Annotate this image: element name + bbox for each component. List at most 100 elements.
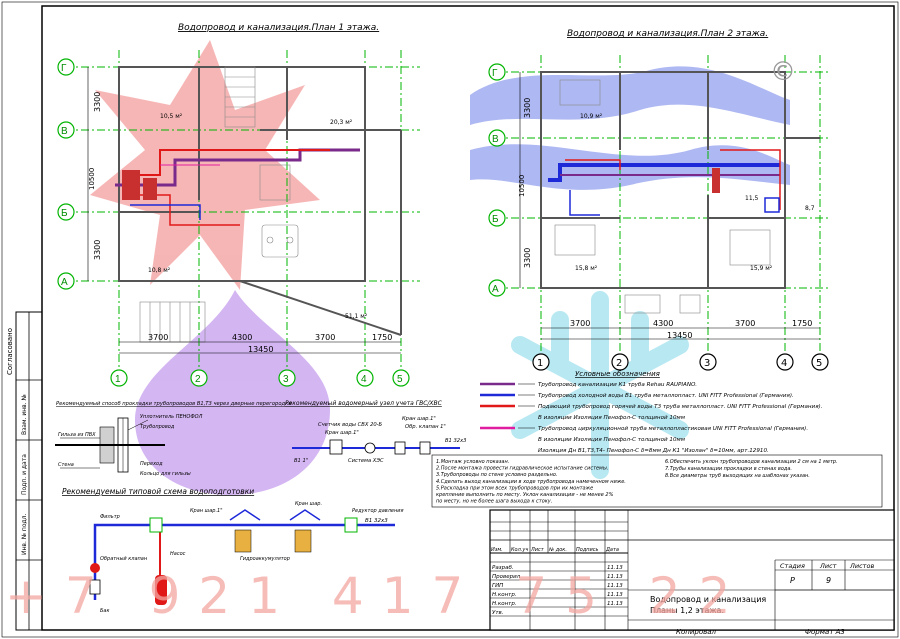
- title-block-role: Разраб.: [492, 565, 514, 571]
- room-area: 11,5: [745, 195, 759, 202]
- dim-h: 3700: [570, 319, 590, 328]
- crossing-label: Уплотнитель ПЕНОФОЛ: [140, 414, 203, 420]
- details: Рекомендуемый способ прокладки трубопров…: [55, 400, 466, 614]
- meter-label: Система ХЭС: [348, 458, 384, 464]
- crossing-detail: Гильза из ПВХ Стена Уплотнитель ПЕНОФОЛ …: [55, 414, 203, 477]
- plan1-stairs: [139, 66, 299, 343]
- title-block-header-cell: Кол.уч: [511, 547, 528, 553]
- legend-text: Подающий трубопровод горячей воды Т3 тру…: [538, 404, 823, 410]
- room-area: 10,5 м²: [160, 113, 183, 120]
- title-block-role: Утв.: [492, 610, 504, 616]
- axis-col-label: 3: [704, 358, 710, 369]
- axis-row-label: В: [61, 126, 68, 137]
- dim-v: 10500: [88, 168, 96, 190]
- scheme-label: Фильтр: [100, 514, 120, 520]
- meter-label: Обр. клапан 1": [405, 424, 446, 430]
- meter-label: Счетчик воды СВХ 20-Б: [318, 422, 383, 428]
- scheme-caption: Рекомендуемый типовой схема водоподготов…: [62, 487, 254, 496]
- left-strip-label-2: Подп. и дата: [21, 454, 28, 495]
- copyright-icon: ©: [770, 57, 796, 87]
- dim-v: 3300: [523, 248, 532, 268]
- sheet-label: Лист: [819, 562, 837, 570]
- format-label: Формат А3: [805, 628, 845, 636]
- axis-bubble: [57, 58, 75, 76]
- title-block-header-cell: Изм.: [491, 547, 503, 553]
- room-area: 20,3 м²: [330, 119, 353, 126]
- axis-col-label: 3: [283, 374, 289, 385]
- dim-h: 4300: [232, 333, 252, 342]
- plan1-col-axes: 1 2 3 4 5: [110, 369, 410, 387]
- scheme-label: Бак: [100, 608, 110, 614]
- axis-col-label: 5: [816, 358, 822, 369]
- note-line: 6.Обеспечить уклон трубопроводов канализ…: [665, 459, 838, 465]
- room-area: 10,9 м²: [580, 113, 603, 120]
- title-block-role: Проверил: [492, 574, 521, 580]
- dim-h: 1750: [372, 333, 392, 342]
- title-line-1: Водопровод и канализация: [650, 595, 766, 604]
- plan2-dims-vertical: 3300 10500 3300: [518, 72, 532, 288]
- title-line-2: Планы 1,2 этажа.: [650, 606, 724, 615]
- axis-row-label: А: [61, 277, 68, 288]
- title-block-rows: Разраб. 11.13 Проверил 11.13 ГИП 11.13 Н.контр…: [492, 565, 623, 616]
- dim-h: 1750: [792, 319, 812, 328]
- notes-frame: [431, 454, 883, 508]
- watermark-phone: +7 921 417 75 22: [5, 567, 748, 625]
- crossing-label: Трубопровод: [140, 424, 175, 430]
- legend-items: Трубопровод канализации К1 труба Rehau R…: [480, 382, 823, 454]
- axis-row-label: А: [492, 284, 499, 295]
- axis-row-label: Б: [492, 214, 499, 225]
- watermark-drop-purple: [135, 290, 330, 495]
- meter-label: В1 1": [294, 458, 308, 464]
- title-block-role: Н.контр.: [492, 601, 517, 607]
- scheme-label: Кран шар.1": [190, 508, 223, 514]
- title-block-date: 11.13: [607, 574, 623, 580]
- title-block-role: Н.контр.: [492, 592, 517, 598]
- title-block-header-cell: № док.: [548, 547, 567, 553]
- title-block-date: 11.13: [607, 601, 623, 607]
- title-block-header-cell: Подпись: [576, 547, 599, 553]
- axis-col-label: 5: [397, 374, 403, 385]
- plan2-col-axes: 1 2 3 4 5: [532, 353, 829, 371]
- plan2-furniture: [554, 79, 771, 314]
- note-line: 5.Раскладка при этом всех трубопроводов …: [436, 485, 593, 491]
- dim-total: 13450: [667, 331, 692, 340]
- legend-text: Изоляция Дн В1,Т3,Т4- Пенофол-С δ=8мм Дн…: [538, 448, 769, 454]
- axis-row-label: Г: [61, 63, 67, 74]
- copy-label: Копировал: [676, 628, 717, 636]
- scheme-label: Насос: [170, 551, 186, 557]
- watermark-wave-blue: [470, 66, 790, 125]
- crossing-label: Гильза из ПВХ: [58, 432, 96, 438]
- crossing-label: Кольцо для гильзы: [140, 471, 191, 477]
- title-block-date: 11.13: [607, 592, 623, 598]
- axis-bubble: [57, 272, 75, 290]
- scheme-label: Кран шар.: [295, 501, 322, 507]
- crossing-label: Стена: [58, 462, 74, 468]
- title-block-header: Изм. Кол.уч Лист № док. Подпись Дата: [491, 547, 619, 553]
- scheme-label: Редуктор давления: [352, 508, 404, 514]
- note-line: 7.Трубы канализации прокладки в стенах в…: [665, 466, 792, 472]
- scheme-label: Гидроаккумулятор: [240, 556, 290, 562]
- room-area: 8,7: [805, 205, 815, 212]
- dim-v: 3300: [93, 240, 102, 260]
- meter-label: Кран шар.1": [402, 416, 436, 422]
- dim-v: 3300: [523, 98, 532, 118]
- axis-col-label: 2: [616, 358, 622, 369]
- treatment-scheme: Кран шар.1" Фильтр Редуктор давления Нас…: [89, 501, 404, 614]
- left-strip-label-1: Взам. инв. №: [21, 394, 28, 435]
- left-strip-label-0: Согласовано: [6, 328, 14, 375]
- meter-label: Кран шар.1": [325, 430, 359, 436]
- left-strip-label-3: Инв. № подл.: [21, 514, 28, 555]
- crossing-label: Переход: [140, 461, 163, 467]
- right-caption: Рекомендуемый водомерный узел учета ГВС/…: [285, 400, 443, 407]
- watermark-shapes: [90, 40, 790, 495]
- sheets-label: Листов: [849, 562, 874, 570]
- title-block-date: 11.13: [607, 565, 623, 571]
- axis-col-label: 4: [781, 358, 787, 369]
- dim-total: 13450: [248, 345, 273, 354]
- plan2-title: Водопровод и канализация.План 2 этажа.: [567, 29, 768, 39]
- axis-col-label: 2: [195, 374, 201, 385]
- dim-h: 3700: [148, 333, 168, 342]
- title-block-date: 11.13: [607, 583, 623, 589]
- left-caption: Рекомендуемый способ прокладки трубопров…: [56, 401, 292, 407]
- axis-bubble: [57, 121, 75, 139]
